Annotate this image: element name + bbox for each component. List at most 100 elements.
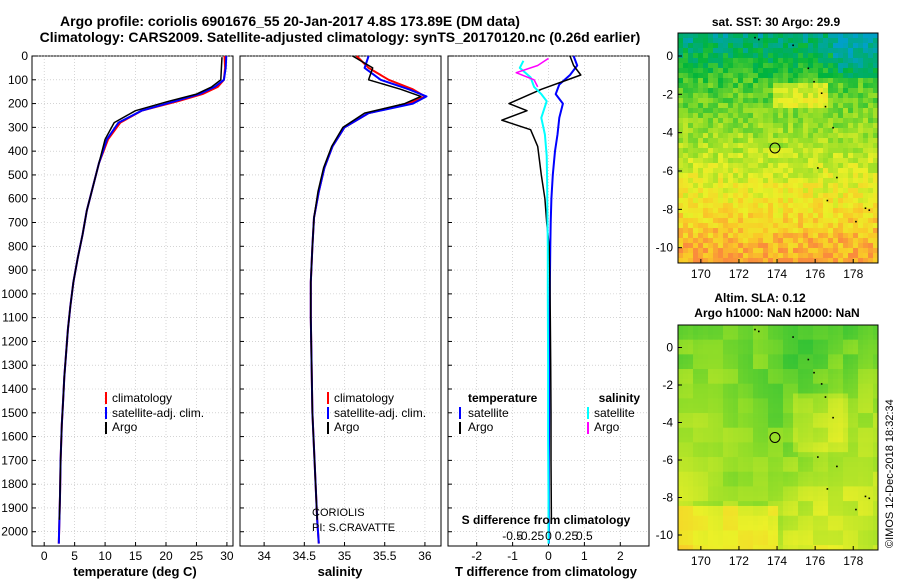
m2-cell bbox=[783, 349, 789, 355]
m2-cell bbox=[843, 447, 849, 453]
m1-cell bbox=[678, 43, 684, 49]
m1-cell bbox=[868, 123, 874, 129]
m2-cell bbox=[788, 403, 794, 409]
m2-cell bbox=[703, 388, 709, 394]
m1-cell bbox=[823, 238, 829, 244]
m1-cell bbox=[858, 253, 864, 259]
m2-cell bbox=[848, 496, 854, 502]
m1-cell bbox=[723, 93, 729, 99]
m2-cell bbox=[838, 403, 844, 409]
m1-cell bbox=[858, 123, 864, 129]
m1-cell bbox=[818, 173, 824, 179]
m1-cell bbox=[873, 138, 879, 144]
m1-cell bbox=[768, 223, 774, 229]
m2-island-4 bbox=[813, 371, 815, 374]
m2-cell bbox=[728, 447, 734, 453]
m1-cell bbox=[758, 243, 764, 249]
m2-cell bbox=[743, 466, 749, 473]
m1-cell bbox=[723, 248, 729, 254]
m1-cell bbox=[808, 78, 814, 84]
m2-cell bbox=[678, 466, 684, 473]
m2-cell bbox=[748, 373, 754, 380]
m2-cell bbox=[763, 510, 769, 517]
m2-cell bbox=[858, 344, 864, 350]
m1-cell bbox=[788, 223, 794, 229]
m2-cell bbox=[843, 535, 849, 541]
m1-cell bbox=[803, 193, 809, 199]
m2-cell bbox=[798, 501, 804, 507]
m1-cell bbox=[843, 68, 849, 74]
m2-cell bbox=[783, 383, 789, 389]
m2-cell bbox=[803, 329, 809, 336]
m1-cell bbox=[783, 153, 789, 159]
m2-cell bbox=[718, 476, 724, 482]
m2-cell bbox=[713, 457, 719, 463]
m1-cell bbox=[843, 103, 849, 109]
m1-cell bbox=[833, 188, 839, 194]
m2-cell bbox=[848, 393, 854, 399]
m2-cell bbox=[723, 471, 729, 478]
m1-cell bbox=[793, 133, 799, 139]
m1-cell bbox=[753, 133, 759, 139]
m2-cell bbox=[773, 437, 779, 443]
m1-cell bbox=[798, 193, 804, 199]
m1-cell bbox=[703, 168, 709, 174]
m2-cell bbox=[818, 501, 824, 507]
m1-cell bbox=[773, 128, 779, 134]
m2-cell bbox=[863, 525, 869, 531]
m2-cell bbox=[743, 452, 749, 458]
m1-cell bbox=[853, 143, 859, 149]
m2-cell bbox=[678, 334, 684, 341]
m1-cell bbox=[738, 83, 744, 89]
m1-cell bbox=[833, 223, 839, 229]
m2-cell bbox=[698, 510, 704, 517]
m1-island-11 bbox=[826, 199, 829, 202]
m2-cell bbox=[748, 515, 754, 522]
m2-cell bbox=[753, 364, 759, 370]
m1-cell bbox=[703, 78, 709, 84]
m1-cell bbox=[828, 153, 834, 159]
m2-cell bbox=[793, 329, 799, 336]
m1-cell bbox=[808, 208, 814, 214]
depth-tick-label-900: 900 bbox=[8, 263, 28, 277]
m2-cell bbox=[793, 403, 799, 409]
m2-cell bbox=[788, 339, 794, 345]
m2-cell bbox=[718, 364, 724, 370]
m1-cell bbox=[788, 73, 794, 79]
m1-cell bbox=[873, 193, 879, 199]
m2-cell bbox=[858, 471, 864, 478]
m2-cell bbox=[698, 364, 704, 370]
m2-cell bbox=[678, 417, 684, 424]
m1-cell bbox=[678, 258, 684, 264]
depth-tick-label-1600: 1600 bbox=[1, 430, 28, 444]
m1-cell bbox=[728, 33, 734, 39]
m1-cell bbox=[788, 233, 794, 239]
m2-cell bbox=[703, 452, 709, 458]
m1-cell bbox=[813, 178, 819, 184]
m2-cell bbox=[798, 530, 804, 536]
m2-cell bbox=[793, 325, 799, 331]
m1-cell bbox=[798, 213, 804, 219]
m2-cell bbox=[728, 525, 734, 531]
m2-cell bbox=[693, 476, 699, 482]
m1-cell bbox=[803, 218, 809, 224]
m2-cell bbox=[728, 530, 734, 536]
m1-cell bbox=[868, 108, 874, 114]
m1-cell bbox=[678, 118, 684, 124]
depth-tick-label-300: 300 bbox=[8, 120, 28, 134]
m1-cell bbox=[688, 253, 694, 259]
m2-cell bbox=[718, 491, 724, 497]
m2-cell bbox=[853, 452, 859, 458]
m1-cell bbox=[708, 108, 714, 114]
m1-cell bbox=[748, 228, 754, 234]
m1-cell bbox=[763, 223, 769, 229]
m2-cell bbox=[688, 457, 694, 463]
m2-cell bbox=[713, 437, 719, 443]
m2-cell bbox=[738, 329, 744, 336]
m1-cell bbox=[693, 183, 699, 189]
m1-island-12 bbox=[855, 220, 857, 223]
m2-cell bbox=[758, 398, 764, 404]
m1-cell bbox=[793, 198, 799, 204]
m2-cell bbox=[808, 457, 814, 463]
m1-cell bbox=[843, 208, 849, 214]
